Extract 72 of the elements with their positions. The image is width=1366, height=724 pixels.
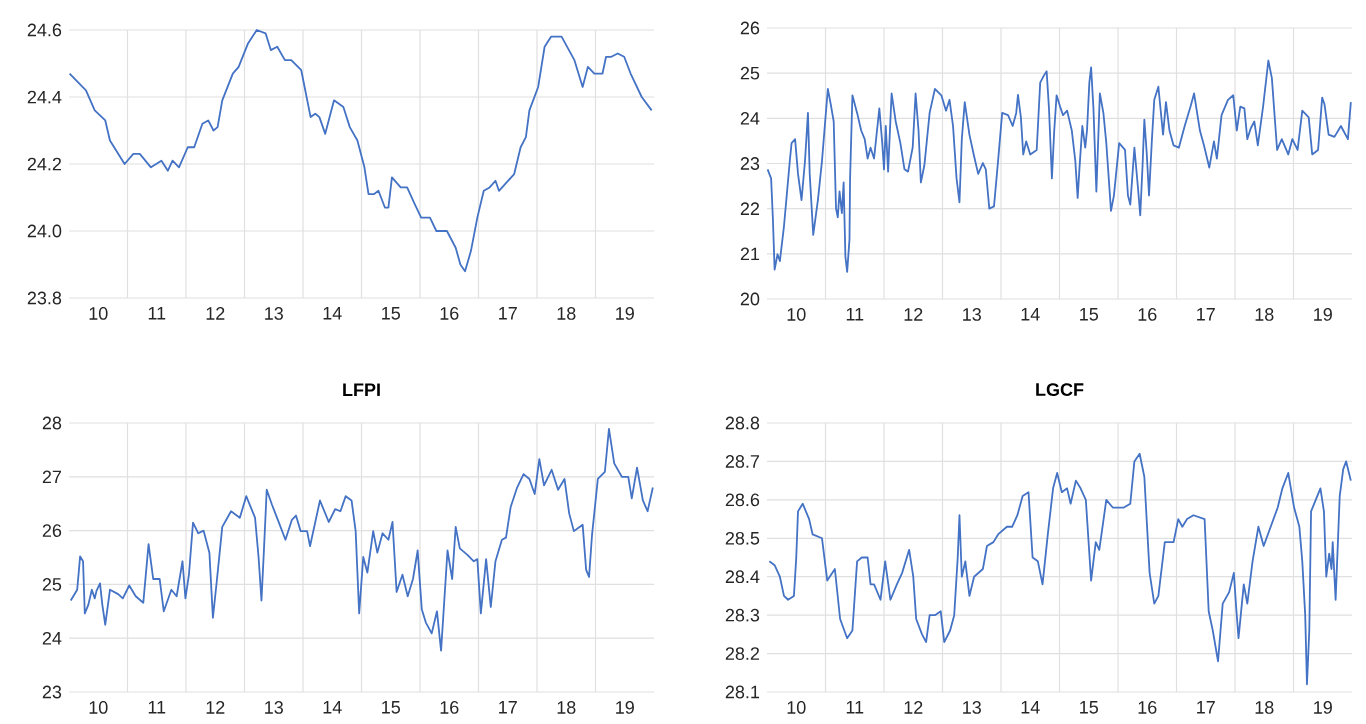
x-tick-label: 13 [963, 701, 981, 714]
x-tick-label: 13 [265, 701, 283, 714]
x-tick-label: 10 [89, 307, 108, 320]
x-tick-label: 16 [440, 307, 459, 320]
line-series [69, 428, 654, 652]
y-tick-label: 20 [740, 292, 760, 306]
y-tick-label: 24.4 [27, 90, 62, 104]
y-tick-label: 28.6 [725, 493, 760, 507]
x-tick-label: 17 [1197, 308, 1215, 321]
x-tick-label: 10 [89, 701, 108, 714]
y-tick-label: 28.2 [725, 647, 760, 660]
x-tick-label: 11 [846, 701, 864, 714]
y-tick-label: 26 [42, 524, 62, 537]
y-tick-label: 28.4 [725, 570, 760, 584]
x-tick-label: 14 [323, 701, 342, 714]
x-tick-label: 18 [557, 701, 576, 714]
y-tick-label: 28.8 [725, 416, 760, 430]
x-tick-label: 18 [1255, 701, 1274, 714]
y-tick-label: 23 [42, 685, 62, 699]
x-tick-label: 18 [557, 307, 576, 320]
x-tick-label: 19 [616, 307, 634, 320]
x-tick-label: 14 [1021, 701, 1040, 714]
x-tick-label: 19 [1314, 308, 1332, 321]
line-series [768, 452, 1352, 686]
line-series [766, 59, 1352, 273]
x-tick-label: 15 [1080, 308, 1099, 321]
x-tick-label: 11 [846, 308, 864, 321]
y-tick-label: 28 [42, 416, 62, 430]
y-tick-label: 24.2 [27, 157, 62, 171]
y-tick-label: 25 [42, 578, 62, 591]
y-tick-label: 23.8 [27, 291, 62, 305]
x-tick-label: 16 [1138, 308, 1157, 321]
x-tick-label: 19 [1314, 701, 1332, 714]
x-tick-label: 13 [265, 307, 283, 320]
y-tick-label: 28.3 [725, 608, 760, 622]
y-tick-label: 24.6 [27, 23, 62, 37]
x-tick-label: 16 [1138, 701, 1157, 714]
chart-title: LGCF [1036, 383, 1084, 396]
x-tick-label: 14 [323, 307, 342, 320]
y-tick-label: 23 [740, 157, 760, 170]
x-tick-label: 12 [904, 308, 923, 321]
y-tick-label: 24 [740, 112, 760, 125]
x-tick-label: 13 [963, 308, 981, 321]
x-tick-label: 12 [206, 307, 225, 320]
y-tick-label: 26 [740, 21, 760, 35]
x-tick-label: 15 [1080, 701, 1099, 714]
x-tick-label: 11 [148, 307, 166, 320]
x-tick-label: 10 [787, 701, 806, 714]
chart-title: LFPI [343, 383, 380, 396]
x-tick-label: 14 [1021, 308, 1040, 321]
line-series [68, 29, 653, 273]
x-tick-label: 12 [206, 701, 225, 714]
x-tick-label: 17 [1197, 701, 1215, 714]
y-tick-label: 27 [42, 470, 62, 484]
x-tick-label: 11 [148, 701, 166, 714]
y-tick-label: 22 [740, 202, 760, 215]
x-tick-label: 16 [440, 701, 459, 714]
x-tick-label: 17 [499, 307, 517, 320]
x-tick-label: 18 [1255, 308, 1274, 321]
y-tick-label: 24.0 [27, 224, 62, 238]
x-tick-label: 12 [904, 701, 923, 714]
x-tick-label: 15 [382, 701, 401, 714]
y-tick-label: 24 [42, 631, 62, 645]
x-tick-label: 19 [616, 701, 634, 714]
x-tick-label: 10 [787, 308, 806, 321]
x-tick-label: 15 [382, 307, 400, 320]
y-tick-label: 28.5 [725, 531, 760, 545]
y-tick-label: 28.7 [725, 455, 760, 468]
y-tick-label: 25 [740, 66, 760, 80]
y-tick-label: 21 [740, 247, 760, 261]
x-tick-label: 17 [499, 701, 517, 714]
y-tick-label: 28.1 [725, 685, 760, 699]
